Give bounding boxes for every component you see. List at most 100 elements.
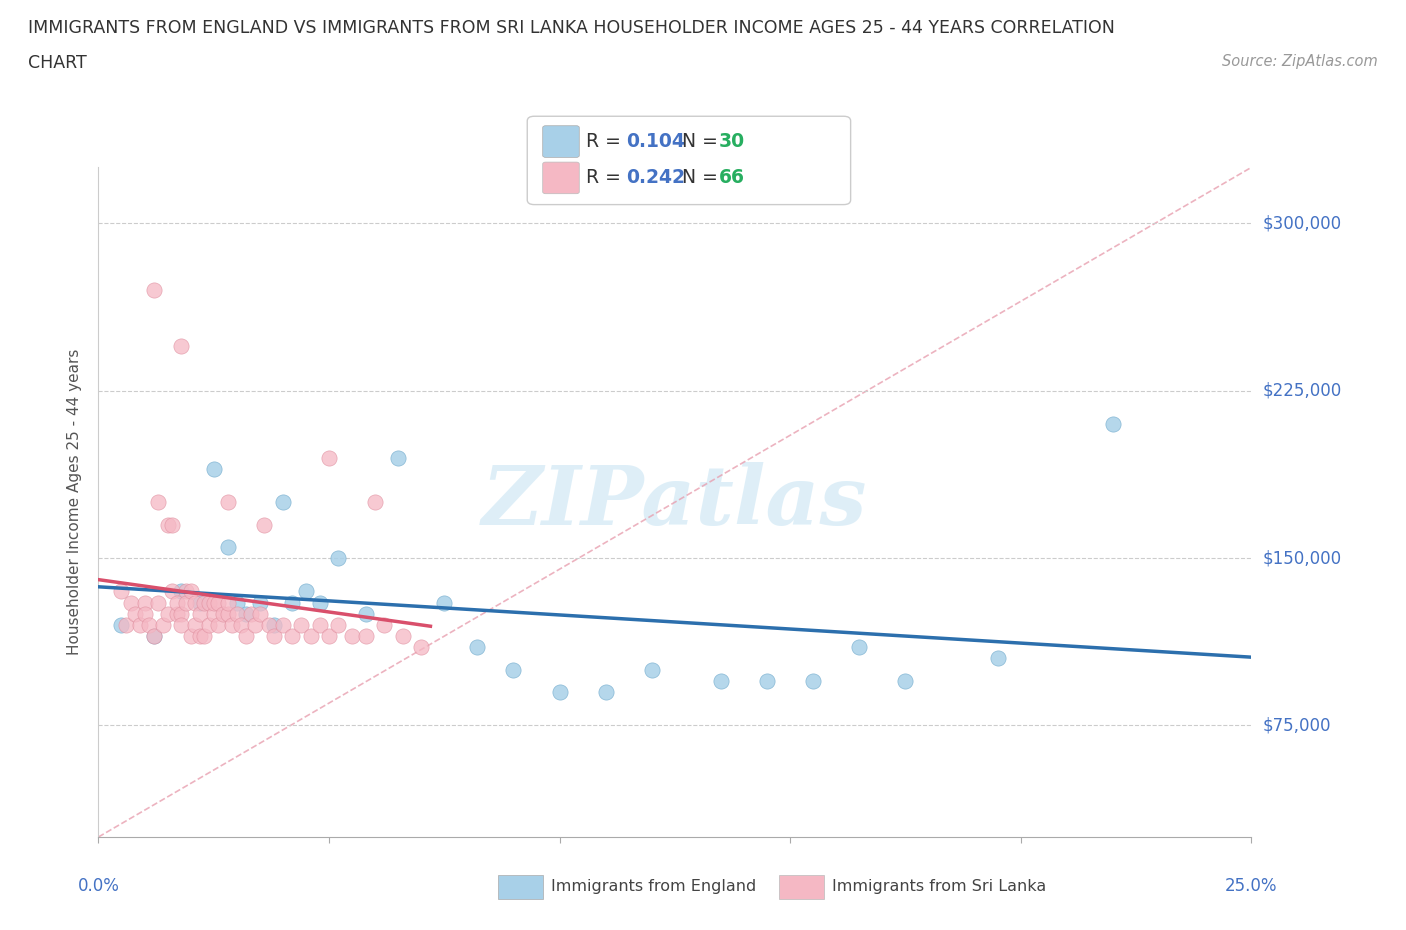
Point bbox=[193, 595, 215, 610]
Point bbox=[152, 618, 174, 632]
Point bbox=[124, 606, 146, 621]
Text: Source: ZipAtlas.com: Source: ZipAtlas.com bbox=[1222, 54, 1378, 69]
Point bbox=[148, 495, 170, 510]
Point bbox=[142, 629, 165, 644]
Text: $75,000: $75,000 bbox=[1263, 716, 1331, 735]
Point bbox=[502, 662, 524, 677]
Point bbox=[281, 595, 304, 610]
Point bbox=[174, 595, 197, 610]
Point bbox=[184, 618, 207, 632]
Point bbox=[156, 517, 179, 532]
Point bbox=[641, 662, 664, 677]
Point bbox=[308, 618, 330, 632]
Point bbox=[142, 629, 165, 644]
Point bbox=[328, 551, 350, 565]
Point bbox=[391, 629, 413, 644]
Point bbox=[231, 618, 253, 632]
Text: N =: N = bbox=[682, 168, 724, 188]
Point bbox=[245, 618, 267, 632]
Point bbox=[198, 595, 221, 610]
Point bbox=[263, 618, 285, 632]
Text: R =: R = bbox=[586, 132, 627, 151]
Point bbox=[207, 595, 229, 610]
Point bbox=[142, 283, 165, 298]
Text: 0.0%: 0.0% bbox=[77, 877, 120, 896]
Point bbox=[198, 618, 221, 632]
Text: N =: N = bbox=[682, 132, 724, 151]
Text: 25.0%: 25.0% bbox=[1225, 877, 1278, 896]
Point bbox=[202, 461, 225, 476]
Point bbox=[170, 584, 193, 599]
Point bbox=[110, 584, 132, 599]
Point bbox=[212, 606, 235, 621]
Point bbox=[364, 495, 387, 510]
Point bbox=[756, 673, 779, 688]
Point bbox=[129, 618, 152, 632]
Point bbox=[328, 618, 350, 632]
Point bbox=[174, 584, 197, 599]
Point bbox=[308, 595, 330, 610]
Text: IMMIGRANTS FROM ENGLAND VS IMMIGRANTS FROM SRI LANKA HOUSEHOLDER INCOME AGES 25 : IMMIGRANTS FROM ENGLAND VS IMMIGRANTS FR… bbox=[28, 19, 1115, 36]
Point bbox=[235, 606, 257, 621]
Point bbox=[290, 618, 312, 632]
Point bbox=[217, 606, 239, 621]
Text: CHART: CHART bbox=[28, 54, 87, 72]
Point bbox=[217, 539, 239, 554]
Point bbox=[1102, 417, 1125, 432]
Point bbox=[801, 673, 824, 688]
Text: 66: 66 bbox=[718, 168, 744, 188]
Point bbox=[180, 584, 202, 599]
Point bbox=[433, 595, 456, 610]
Point bbox=[411, 640, 433, 655]
Point bbox=[188, 606, 211, 621]
Point bbox=[138, 618, 160, 632]
Point bbox=[710, 673, 733, 688]
Point bbox=[160, 517, 183, 532]
Point bbox=[299, 629, 322, 644]
Text: 0.104: 0.104 bbox=[626, 132, 685, 151]
Point bbox=[225, 606, 247, 621]
Point bbox=[253, 517, 276, 532]
Point bbox=[217, 495, 239, 510]
Point bbox=[170, 339, 193, 353]
Text: $300,000: $300,000 bbox=[1263, 214, 1341, 232]
Text: $150,000: $150,000 bbox=[1263, 549, 1341, 567]
Point bbox=[465, 640, 488, 655]
Point bbox=[894, 673, 917, 688]
Text: Immigrants from Sri Lanka: Immigrants from Sri Lanka bbox=[832, 879, 1046, 894]
Point bbox=[548, 684, 571, 699]
Point bbox=[235, 629, 257, 644]
Point bbox=[987, 651, 1010, 666]
Point bbox=[239, 606, 262, 621]
Point bbox=[110, 618, 132, 632]
Point bbox=[202, 606, 225, 621]
Point bbox=[249, 606, 271, 621]
Point bbox=[271, 618, 294, 632]
Point bbox=[387, 450, 409, 465]
Point bbox=[148, 595, 170, 610]
Point bbox=[271, 495, 294, 510]
Text: R =: R = bbox=[586, 168, 627, 188]
Point bbox=[225, 595, 247, 610]
Point bbox=[120, 595, 142, 610]
Point bbox=[193, 629, 215, 644]
Point bbox=[221, 618, 243, 632]
Point bbox=[166, 606, 188, 621]
Point bbox=[318, 629, 340, 644]
Point bbox=[160, 584, 183, 599]
Point bbox=[184, 595, 207, 610]
Point bbox=[848, 640, 870, 655]
Point bbox=[202, 595, 225, 610]
Point bbox=[188, 595, 211, 610]
Point bbox=[115, 618, 138, 632]
Point bbox=[318, 450, 340, 465]
Point bbox=[595, 684, 617, 699]
Y-axis label: Householder Income Ages 25 - 44 years: Householder Income Ages 25 - 44 years bbox=[67, 349, 83, 656]
Point bbox=[281, 629, 304, 644]
Point bbox=[134, 606, 156, 621]
Point bbox=[217, 595, 239, 610]
Point bbox=[249, 595, 271, 610]
Point bbox=[340, 629, 363, 644]
Point bbox=[156, 606, 179, 621]
Text: $225,000: $225,000 bbox=[1263, 381, 1341, 400]
